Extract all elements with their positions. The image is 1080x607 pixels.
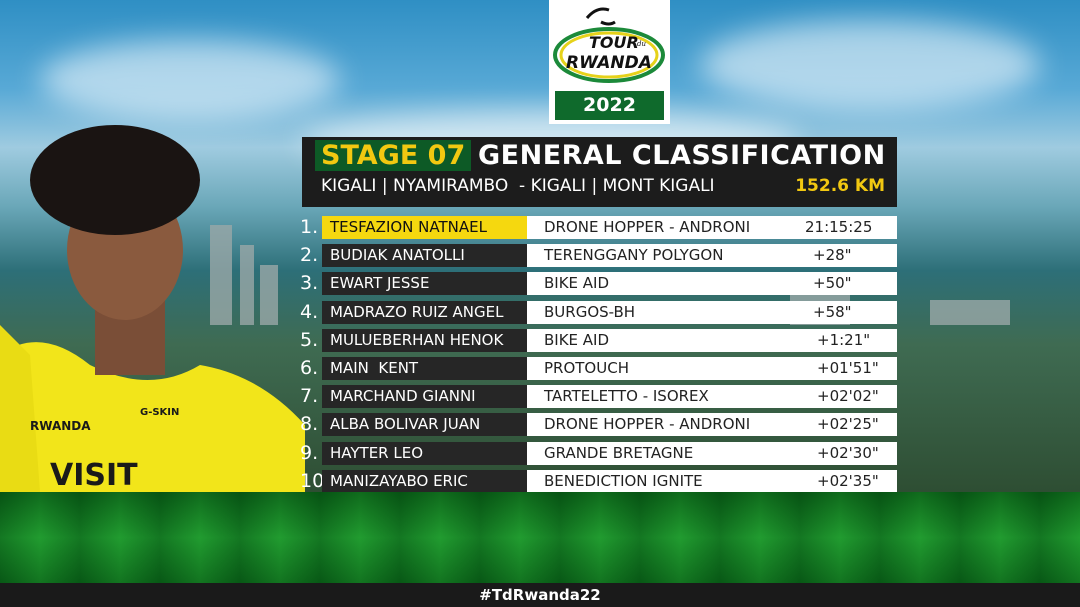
cyclist-wheel-logo-icon: TOUR du RWANDA (553, 7, 665, 83)
rider-name: ALBA BOLIVAR JUAN (322, 413, 527, 437)
time-gap: +50" (813, 274, 852, 293)
team-name: TARTELETTO - ISOREX (527, 385, 897, 409)
rider-name: HAYTER LEO (322, 441, 527, 465)
time-gap: +1:21" (817, 330, 871, 349)
time-gap: +01'51" (817, 358, 879, 377)
footer-hashtag: #TdRwanda22 (0, 583, 1080, 607)
rank: 8. (300, 413, 319, 436)
stage-distance: 152.6 KM (795, 176, 885, 196)
rank: 3. (300, 272, 319, 295)
standings-row: 10. MANIZAYABO ERIC BENEDICTION IGNITE +… (300, 469, 897, 493)
rank: 4. (300, 300, 319, 323)
team-name: PROTOUCH (527, 356, 897, 380)
rider-name: EWART JESSE (322, 272, 527, 296)
standings-row: 2. BUDIAK ANATOLLI TERENGGANY POLYGON +2… (300, 244, 897, 268)
standings-row: 3. EWART JESSE BIKE AID +50" (300, 272, 897, 296)
standings-row: 9. HAYTER LEO GRANDE BRETAGNE +02'30" (300, 441, 897, 465)
rider-name: TESFAZION NATNAEL (322, 216, 527, 239)
time-gap: +02'25" (817, 415, 879, 434)
standings-table: 1. TESFAZION NATNAEL DRONE HOPPER - ANDR… (300, 216, 897, 498)
team-name: GRANDE BRETAGNE (527, 441, 897, 465)
rank: 10. (300, 469, 331, 492)
time-gap: +02'30" (817, 443, 879, 462)
team-name: DRONE HOPPER - ANDRONI (527, 413, 897, 437)
rider-name: MARCHAND GIANNI (322, 385, 527, 409)
team-name: BENEDICTION IGNITE (527, 469, 897, 493)
green-banner (0, 492, 1080, 583)
standings-row: 1. TESFAZION NATNAEL DRONE HOPPER - ANDR… (300, 216, 897, 239)
standings-row: 7. MARCHAND GIANNI TARTELETTO - ISOREX +… (300, 385, 897, 409)
classification-title: GENERAL CLASSIFICATION (478, 140, 886, 171)
classification-header: STAGE 07 GENERAL CLASSIFICATION KIGALI |… (302, 137, 897, 207)
rank: 1. (300, 216, 319, 238)
jersey-text-visit: VISIT (50, 458, 138, 492)
svg-text:RWANDA: RWANDA (566, 53, 652, 73)
svg-text:TOUR: TOUR (589, 33, 639, 52)
team-name: BIKE AID (527, 328, 897, 352)
rider-name: MADRAZO RUIZ ANGEL (322, 300, 527, 324)
stage-route: KIGALI | NYAMIRAMBO - KIGALI | MONT KIGA… (321, 176, 715, 196)
tour-du-rwanda-logo: TOUR du RWANDA 2022 (549, 0, 670, 124)
rider-name: MANIZAYABO ERIC (322, 469, 527, 493)
team-name: BURGOS-BH (527, 300, 897, 324)
time-gap: +28" (813, 246, 852, 265)
rank: 9. (300, 441, 319, 464)
standings-row: 8. ALBA BOLIVAR JUAN DRONE HOPPER - ANDR… (300, 413, 897, 437)
jersey-text-rwanda: RWANDA (30, 419, 91, 433)
stage-label: STAGE 07 (315, 140, 472, 171)
rider-photo: VISIT RWANDA G-SKIN (0, 125, 305, 492)
rank: 2. (300, 244, 319, 267)
standings-row: 4. MADRAZO RUIZ ANGEL BURGOS-BH +58" (300, 300, 897, 324)
time-gap: +02'02" (817, 387, 879, 406)
standings-row: 6. MAIN KENT PROTOUCH +01'51" (300, 356, 897, 380)
time-gap: 21:15:25 (805, 218, 873, 236)
time-gap: +58" (813, 302, 852, 321)
team-name: TERENGGANY POLYGON (527, 244, 897, 268)
team-name: DRONE HOPPER - ANDRONI (527, 216, 897, 239)
rank: 7. (300, 385, 319, 408)
jersey-sponsor: G-SKIN (140, 407, 179, 418)
logo-year: 2022 (555, 91, 664, 120)
standings-row: 5. MULUEBERHAN HENOK BIKE AID +1:21" (300, 328, 897, 352)
svg-text:du: du (637, 40, 646, 48)
rank: 5. (300, 328, 319, 351)
rider-name: MAIN KENT (322, 356, 527, 380)
team-name: BIKE AID (527, 272, 897, 296)
rank: 6. (300, 356, 319, 379)
rider-name: MULUEBERHAN HENOK (322, 328, 527, 352)
time-gap: +02'35" (817, 471, 879, 490)
rider-name: BUDIAK ANATOLLI (322, 244, 527, 268)
